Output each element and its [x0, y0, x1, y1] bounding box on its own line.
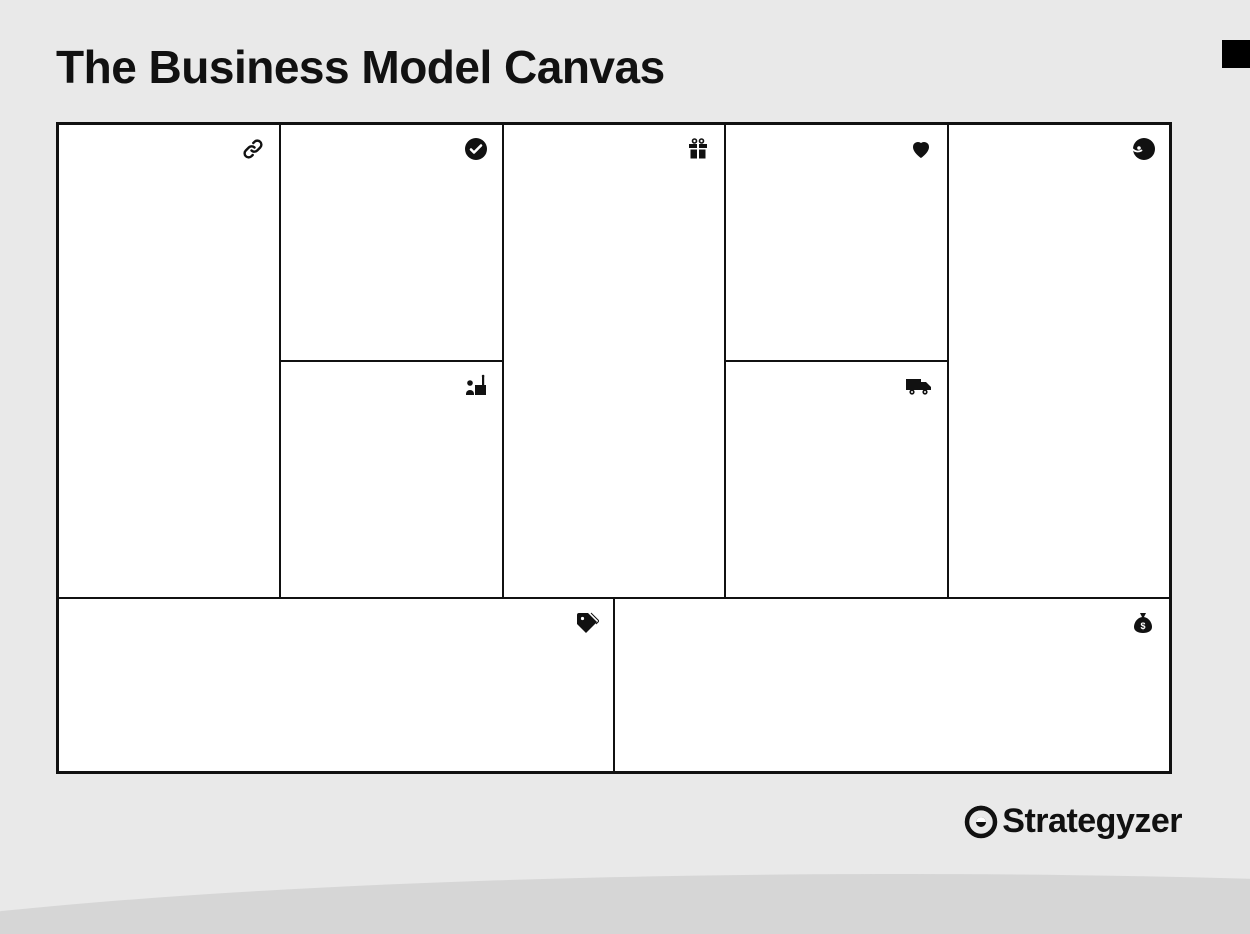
check-circle-icon	[464, 137, 488, 161]
bmc-top-row	[59, 125, 1169, 597]
money-bag-icon: $	[1131, 611, 1155, 635]
canvas-sheet: The Business Model Canvas	[56, 40, 1190, 841]
svg-text:$: $	[1140, 621, 1145, 631]
gift-icon	[686, 137, 710, 161]
cell-cost-structure	[59, 599, 615, 771]
brand-logo-icon	[964, 805, 998, 839]
cell-customer-segments	[949, 125, 1169, 597]
col-customer-segments	[949, 125, 1169, 597]
footer: Strategyzer	[56, 802, 1190, 841]
bmc-bottom-row: $	[59, 597, 1169, 771]
cell-key-resources	[281, 362, 501, 597]
tag-icon	[575, 611, 599, 635]
col-value-proposition	[504, 125, 726, 597]
cell-revenue-streams: $	[615, 599, 1169, 771]
heart-icon	[909, 137, 933, 161]
background-curve	[0, 874, 1250, 934]
cell-channels	[726, 362, 946, 597]
face-icon	[1131, 137, 1155, 161]
cell-value-proposition	[504, 125, 724, 597]
cell-customer-relationships	[726, 125, 946, 362]
brand: Strategyzer	[964, 802, 1182, 841]
truck-icon	[905, 374, 933, 398]
factory-icon	[464, 374, 488, 398]
corner-tab	[1222, 40, 1250, 68]
bmc-grid: $	[56, 122, 1172, 774]
cell-key-partners	[59, 125, 279, 597]
brand-name: Strategyzer	[1002, 802, 1182, 841]
link-icon	[241, 137, 265, 161]
col-activities-resources	[281, 125, 503, 597]
col-relationships-channels	[726, 125, 948, 597]
cell-key-activities	[281, 125, 501, 362]
page-title: The Business Model Canvas	[56, 40, 1190, 94]
col-key-partners	[59, 125, 281, 597]
